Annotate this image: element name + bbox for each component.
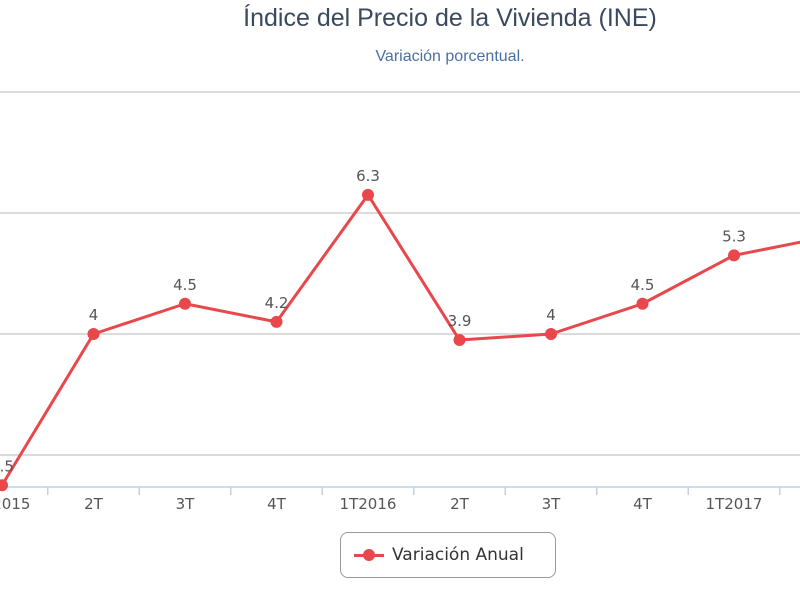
legend-label: Variación Anual — [392, 545, 524, 565]
legend[interactable]: Variación Anual — [340, 532, 556, 578]
data-label: 4.5 — [631, 276, 655, 294]
data-label: 4.2 — [265, 294, 289, 312]
data-point[interactable] — [87, 328, 100, 340]
data-labels: 1.5 4 4.5 4.2 6.3 3.9 4 4.5 5.3 — [0, 167, 746, 475]
data-point[interactable] — [0, 479, 8, 492]
x-tick-label: 4T — [633, 495, 653, 513]
x-tick-label: 3T — [176, 495, 196, 513]
x-tick-label: 2T — [84, 495, 104, 513]
series-line — [0, 193, 800, 487]
data-label: 1.5 — [0, 457, 14, 475]
data-point[interactable] — [636, 297, 649, 310]
data-point[interactable] — [545, 328, 557, 340]
data-point[interactable] — [362, 188, 374, 201]
data-point[interactable] — [179, 297, 191, 310]
grid-lines — [0, 91, 800, 456]
data-label: 4 — [89, 306, 99, 324]
data-label: 4.5 — [173, 276, 197, 294]
x-axis: 1T20152T3T4T1T20162T3T4T1T20172T — [0, 486, 800, 513]
data-label: 3.9 — [448, 312, 472, 330]
x-tick-label: 1T2016 — [340, 495, 397, 513]
series-layer — [0, 188, 800, 492]
data-label: 4 — [546, 306, 556, 324]
chart-title: Índice del Precio de la Vivienda (INE) — [243, 4, 657, 32]
chart-subtitle: Variación porcentual. — [375, 48, 525, 65]
data-point[interactable] — [270, 315, 283, 328]
x-tick-label: 4T — [267, 495, 287, 513]
data-label: 5.3 — [722, 227, 746, 245]
data-label: 6.3 — [356, 167, 380, 185]
x-tick-label: 1T2017 — [706, 495, 763, 513]
data-point[interactable] — [728, 249, 740, 262]
legend-symbol-icon — [354, 549, 384, 561]
data-point[interactable] — [453, 334, 466, 347]
x-tick-label: 1T2015 — [0, 495, 30, 513]
x-tick-label: 3T — [542, 495, 562, 513]
x-tick-label: 2T — [450, 495, 470, 513]
